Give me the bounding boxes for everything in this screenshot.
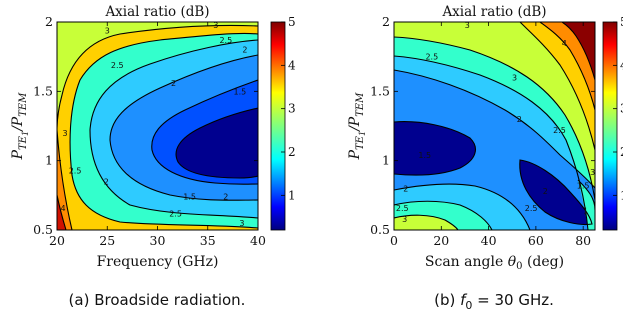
y-tick-label-a-3: 2: [45, 14, 53, 29]
contour-label-b-10: 2: [543, 187, 548, 196]
colorbar-tick-label-b-3: 4: [620, 58, 623, 72]
panel-a-caption: (a) Broadside radiation.: [69, 291, 246, 309]
contour-label-a-8: 2.5: [69, 166, 82, 175]
contour-lines-b: [394, 22, 595, 230]
level-5-region: [57, 195, 66, 230]
panel-b-colorbar: [602, 21, 618, 231]
y-tick-label-b-3: 2: [382, 14, 390, 29]
y-tick-label-b-2: 1.5: [370, 83, 390, 98]
contour-label-b-0: 3: [465, 21, 470, 30]
contour-label-b-6: 1.5: [418, 151, 431, 160]
x-tick-label-a-3: 35: [200, 233, 216, 248]
svg-text:PTE1/PTEM: PTE1/PTEM: [347, 92, 367, 161]
y-tick-label-a-1: 1: [45, 153, 53, 168]
panel-a-ticks: 20 25 30 35 40 0.5 1 1.5 2: [33, 14, 266, 248]
x-tick-label-b-2: 40: [481, 233, 497, 248]
x-tick-label-a-4: 40: [250, 233, 266, 248]
contour-label-a-5: 2: [171, 79, 176, 88]
contour-label-b-3: 4: [562, 39, 567, 48]
contour-label-b-14: 3: [590, 168, 595, 177]
panel-a-ylabel: PTE1/PTEM: [10, 92, 30, 161]
contour-label-b-2: 3: [512, 73, 517, 82]
contour-label-a-7: 3: [62, 129, 67, 138]
x-tick-label-a-2: 30: [150, 233, 166, 248]
contour-label-b-12: 1: [583, 207, 588, 216]
contour-label-a-10: 1.5: [183, 193, 196, 202]
contour-label-b-1: 2.5: [425, 53, 438, 62]
panel-a-colorbar-ticks: 1 2 3 4 5: [281, 15, 296, 202]
y-tick-label-b-1: 1: [382, 153, 390, 168]
colorbar-tick-label-a-3: 4: [288, 58, 296, 72]
contour-labels-a: 332.522.521.532.521.5 22.534: [60, 21, 247, 228]
y-tick-label-b-0: 0.5: [370, 222, 390, 237]
x-tick-label-a-1: 25: [99, 233, 115, 248]
colorbar-tick-label-a-0: 1: [288, 188, 296, 202]
panel-b-colorbar-ticks: 1 2 3 4 5: [613, 15, 623, 202]
contour-label-a-3: 2: [242, 46, 247, 55]
colorbar-tick-label-a-2: 3: [288, 102, 296, 116]
colorbar-tick-label-a-4: 5: [288, 15, 296, 29]
colorbar-tick-label-b-1: 2: [620, 145, 623, 159]
panel-a-colorbar: [270, 21, 286, 231]
level-5-region-b: [562, 22, 595, 80]
level-4-region-b: [530, 22, 595, 110]
panel-b-xlabel: Scan angle θ0 (deg): [425, 254, 564, 272]
panel-b-caption: (b) f0 = 30 GHz.: [434, 291, 554, 312]
contour-label-a-2: 2.5: [219, 36, 232, 45]
panel-b-frame: [393, 21, 596, 231]
panel-a-contour-fill: 332.522.521.532.521.5 22.534: [57, 21, 258, 230]
colorbar-tick-label-b-2: 3: [620, 102, 623, 116]
level-3-region-b: [394, 22, 595, 200]
svg-text:PTE1/PTEM: PTE1/PTEM: [10, 92, 30, 161]
contour-label-b-13: 1.5: [577, 182, 590, 191]
contour-label-a-4: 2.5: [111, 61, 124, 70]
contour-label-a-11: 2: [223, 193, 228, 202]
level-1-right-region-b: [519, 160, 592, 225]
contour-label-a-12: 2.5: [169, 209, 182, 218]
contour-label-a-9: 2: [104, 177, 109, 186]
contour-label-b-11: 2.5: [525, 204, 538, 213]
colorbar-tick-label-b-0: 1: [620, 188, 623, 202]
contour-label-b-4: 2: [517, 115, 522, 124]
panel-b-ticks: 0 20 40 60 80 0.5 1 1.5 2: [370, 14, 595, 248]
contour-label-b-7: 2: [403, 184, 408, 193]
x-tick-label-b-3: 60: [528, 233, 544, 248]
panel-b: Axial ratio (dB): [347, 4, 623, 312]
panel-a: Axial ratio (dB): [10, 4, 296, 309]
y-tick-label-a-0: 0.5: [33, 222, 53, 237]
contour-label-b-9: 3: [402, 215, 407, 224]
contour-label-a-14: 4: [60, 204, 65, 213]
colorbar-tick-label-a-1: 2: [288, 145, 296, 159]
x-tick-label-b-4: 80: [575, 233, 591, 248]
panel-a-title: Axial ratio (dB): [104, 4, 209, 20]
contour-label-a-0: 3: [105, 26, 110, 35]
x-tick-label-a-0: 20: [49, 233, 65, 248]
contour-label-a-1: 3: [213, 21, 218, 30]
colorbar-tick-label-b-4: 5: [620, 15, 623, 29]
x-tick-label-b-0: 0: [390, 233, 398, 248]
level-3-outer-region: [57, 22, 258, 130]
panel-a-xlabel: Frequency (GHz): [97, 254, 219, 270]
panel-b-title: Axial ratio (dB): [441, 4, 546, 20]
level-0-5-region: [176, 108, 258, 178]
contour-label-b-5: 2.5: [553, 126, 566, 135]
contour-label-a-6: 1.5: [234, 87, 247, 96]
level-4-region: [57, 130, 72, 230]
y-tick-label-a-2: 1.5: [33, 83, 53, 98]
contour-label-a-13: 3: [239, 219, 244, 228]
contour-lines-a: [57, 24, 258, 230]
contour-label-b-8: 2.5: [396, 204, 409, 213]
x-tick-label-b-1: 20: [433, 233, 449, 248]
panel-b-ylabel: PTE1/PTEM: [347, 92, 367, 161]
level-1-region-b: [394, 121, 476, 176]
